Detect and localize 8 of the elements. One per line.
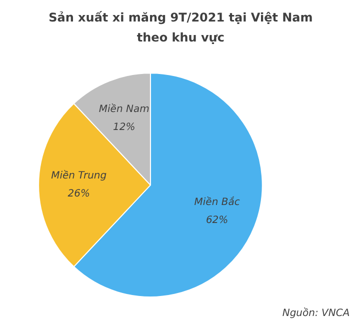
slice-label: Miền Nam bbox=[98, 103, 150, 116]
data-label: 12% bbox=[112, 122, 136, 133]
data-label: 62% bbox=[206, 214, 228, 226]
slice-label: Miền Bắc bbox=[194, 196, 240, 208]
slice-label: Miền Trung bbox=[51, 170, 107, 182]
data-label: 26% bbox=[68, 188, 90, 200]
text: Nguồn: VNCA bbox=[282, 307, 350, 320]
chart-title: Sản xuất xi măng 9T/2021 tại Việt Nam theo khu vực bbox=[48, 10, 313, 44]
